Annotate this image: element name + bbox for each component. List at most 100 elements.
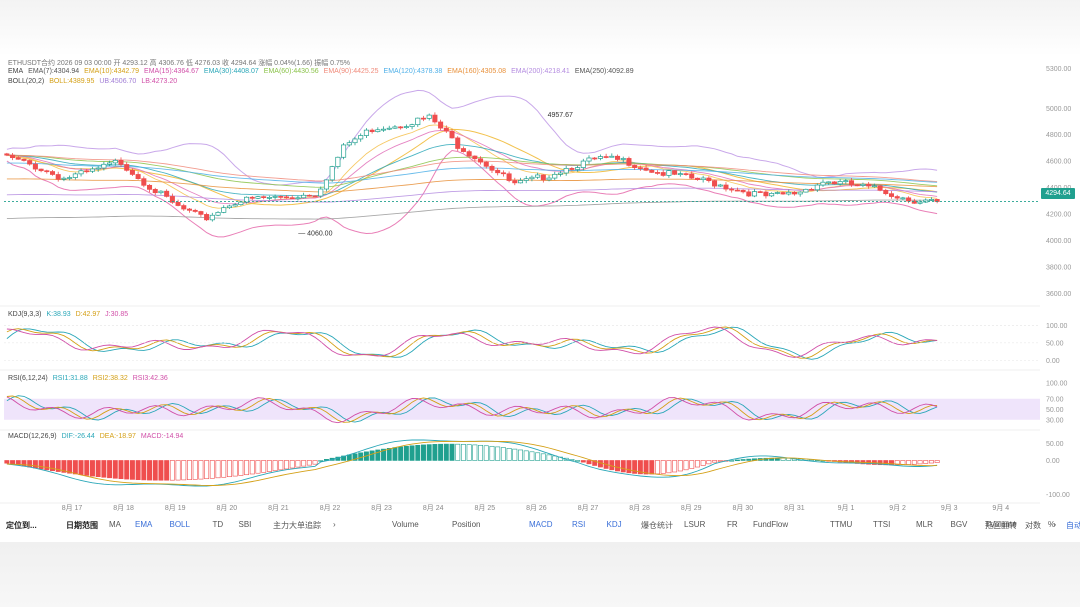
macd-hist-bar	[592, 460, 598, 466]
toolbar-item[interactable]: 对数	[1025, 521, 1041, 530]
candle-body	[152, 189, 158, 194]
candle-body	[523, 178, 529, 181]
ema-line	[6, 154, 938, 183]
macd-hist-bar	[575, 460, 581, 462]
toolbar-item[interactable]: 定位到...	[6, 521, 37, 530]
macd-hist-bar	[535, 452, 541, 461]
macd-hist-bar	[911, 460, 917, 465]
x-axis-label: 8月 23	[371, 504, 392, 512]
toolbar-item[interactable]: 日期范围	[66, 521, 98, 530]
candle-body	[906, 197, 912, 202]
toolbar-item[interactable]: TD	[212, 520, 224, 529]
x-axis-label: 8月 20	[216, 504, 237, 512]
macd-hist-bar	[67, 460, 73, 474]
macd-hist-bar	[689, 460, 695, 469]
x-axis-label: 8月 21	[268, 504, 289, 512]
candle-body	[238, 201, 244, 206]
toolbar-item[interactable]: SBI	[238, 520, 252, 529]
rsi-legend-item: RSI(6,12,24)	[8, 375, 48, 382]
toolbar-item[interactable]: ›	[1053, 520, 1057, 529]
candle-body	[341, 144, 347, 158]
toolbar-item[interactable]: BOLL	[169, 520, 190, 529]
macd-hist-bar	[928, 460, 934, 464]
candle-body	[809, 188, 815, 191]
candle-body	[603, 156, 609, 158]
kdj-legend[interactable]: KDJ(9,3,3) K:38.93 D:42.97 J:30.85	[8, 311, 133, 318]
macd-hist-bar	[249, 460, 255, 475]
boll-legend-item: BOLL(20,2)	[8, 78, 45, 85]
boll-mid-line	[6, 128, 938, 206]
candle-body	[283, 196, 290, 199]
macd-hist-bar	[518, 449, 523, 461]
candle-body	[329, 166, 335, 181]
candle-body	[164, 190, 170, 197]
toolbar-item[interactable]: EMA	[135, 520, 153, 529]
toolbar-item[interactable]: MACD	[529, 520, 553, 529]
toolbar-item[interactable]: Position	[452, 520, 481, 529]
toolbar-item[interactable]: FundFlow	[753, 520, 789, 529]
macd-hist-bar	[175, 460, 181, 481]
toolbar-item[interactable]: TVolume	[985, 520, 1017, 529]
toolbar-item[interactable]: TTSI	[873, 520, 891, 529]
candle-body	[55, 174, 61, 180]
toolbar-item[interactable]: FR	[727, 520, 738, 529]
candle-body	[112, 159, 118, 164]
candle-body	[803, 188, 809, 193]
macd-hist-bar	[32, 460, 38, 469]
toolbar-item[interactable]: ›	[333, 520, 336, 529]
rsi-3-line	[6, 396, 938, 424]
toolbar-item[interactable]: Volume	[392, 520, 419, 529]
macd-legend[interactable]: MACD(12,26,9) DIF:-26.44 DEA:-18.97 MACD:-1…	[8, 433, 188, 440]
toolbar-item[interactable]: KDJ	[606, 520, 622, 529]
ema-line	[6, 178, 938, 193]
macd-hist-bar	[295, 460, 301, 468]
candle-body	[375, 129, 381, 133]
macd-hist-bar	[261, 460, 267, 473]
toolbar-item[interactable]: LSUR	[684, 520, 706, 529]
candle-body	[666, 170, 672, 176]
ema-line	[6, 124, 938, 209]
candle-body	[546, 177, 552, 181]
macd-hist-bar	[632, 460, 638, 474]
rsi-tick-label: 50.00	[1046, 407, 1064, 414]
toolbar-item[interactable]: 爆仓统计	[641, 521, 673, 530]
toolbar-item[interactable]: 主力大单追踪	[273, 521, 321, 530]
boll-legend-item: BOLL:4389.95	[49, 78, 95, 85]
x-axis-label: 9月 2	[889, 504, 906, 512]
x-axis-label: 9月 3	[941, 504, 958, 512]
boll-legend[interactable]: BOLL(20,2) BOLL:4389.95 UB:4506.70 LB:4273.…	[8, 78, 182, 85]
chart-svg[interactable]: 5300.005000.004800.004600.004400.004200.…	[0, 0, 1080, 515]
toolbar-item[interactable]: 拖区翻转	[985, 521, 1017, 530]
macd-hist-bar	[169, 460, 175, 481]
toolbar-item[interactable]: MA	[109, 520, 121, 529]
macd-tick-label: 50.00	[1046, 441, 1064, 448]
macd-hist-bar	[894, 460, 900, 466]
x-axis-label: 8月 27	[578, 504, 599, 512]
kdj-tick-label: 0.00	[1046, 358, 1060, 365]
candle-body	[335, 156, 341, 167]
rsi-legend[interactable]: RSI(6,12,24) RSI1:31.88 RSI2:38.32 RSI3:42.…	[8, 375, 173, 382]
macd-hist-bar	[198, 460, 204, 480]
kdj-j-line	[6, 326, 938, 358]
candle-body	[557, 172, 563, 175]
price-tick-label: 4800.00	[1046, 132, 1071, 139]
macd-hist-bar	[306, 460, 312, 466]
price-tick-label: 4200.00	[1046, 212, 1071, 219]
price-tick-label: 3800.00	[1046, 264, 1071, 271]
toolbar-item[interactable]: BGV	[950, 520, 968, 529]
toolbar-item[interactable]: %	[1048, 520, 1056, 529]
high-annotation: 4957.67	[548, 112, 573, 119]
candle-body	[278, 196, 284, 198]
toolbar-item[interactable]: RSI	[572, 520, 586, 529]
candle-body	[780, 192, 786, 195]
macd-hist-bar	[89, 460, 95, 477]
toolbar-item[interactable]: MLR	[916, 520, 933, 529]
ema-legend-item: EMA(30):4408.07	[203, 68, 259, 75]
ema-legend[interactable]: EMA EMA(7):4304.94 EMA(10):4342.79 EMA(15):…	[8, 68, 639, 75]
macd-hist-bar	[352, 453, 358, 461]
indicator-toolbar: 定位到... 日期范围 MA EMA BOLL TD SBI 主力大单追踪 › Volume Pos…	[0, 517, 1080, 534]
candle-body	[797, 191, 803, 195]
toolbar-item[interactable]: TTMU	[830, 520, 853, 529]
toolbar-item[interactable]: 自动	[1066, 521, 1080, 530]
